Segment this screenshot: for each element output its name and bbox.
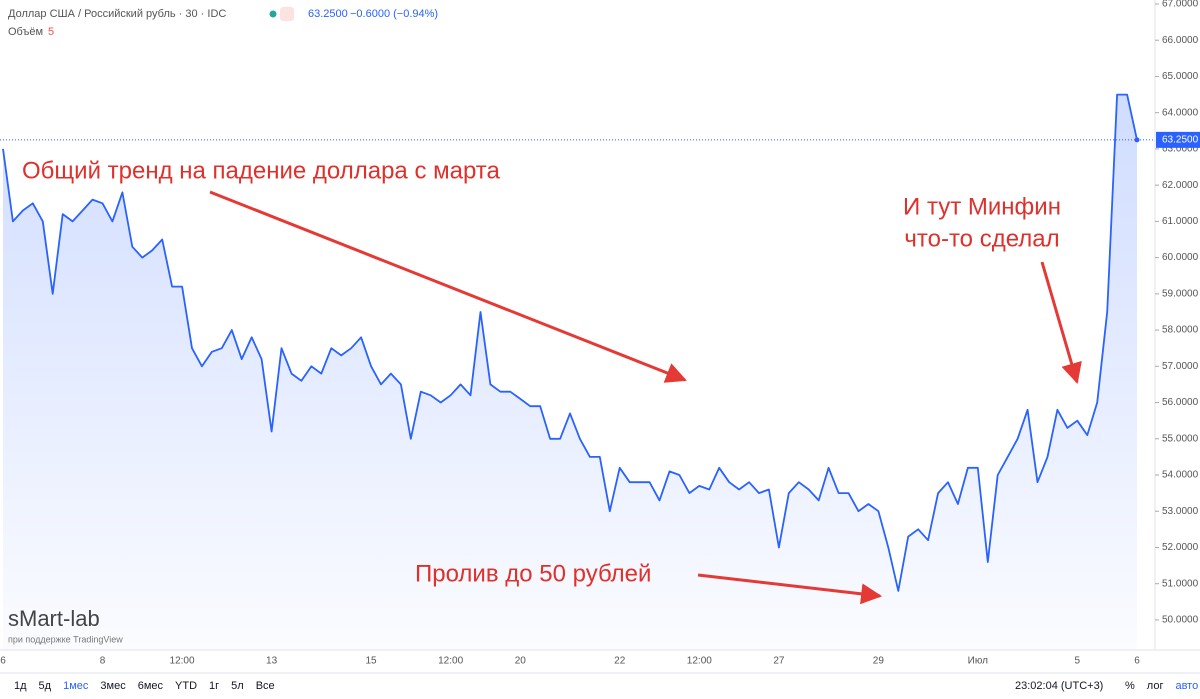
volume-label: Объём [8, 26, 43, 38]
x-tick-label: 27 [773, 656, 785, 667]
y-tick-label: 54.0000 [1162, 470, 1199, 481]
watermark: sMart-lab [8, 606, 100, 631]
area [3, 94, 1137, 651]
symbol-title: Доллар США / Российский рубль · 30 · IDC [8, 8, 226, 20]
x-tick-label: 5 [1075, 656, 1081, 667]
range-button[interactable]: 1г [209, 680, 219, 692]
x-tick-label: Июл [968, 656, 988, 667]
y-tick-label: 64.0000 [1162, 107, 1199, 118]
x-tick-label: 12:00 [687, 656, 712, 667]
arrow [697, 573, 883, 605]
badge [280, 7, 294, 21]
y-tick-label: 52.0000 [1162, 542, 1199, 553]
x-tick-label: 20 [515, 656, 527, 667]
annotation: Общий тренд на падение доллара с марта [22, 157, 500, 184]
x-tick-label: 29 [873, 656, 885, 667]
volume-value: 5 [48, 26, 54, 38]
option-button[interactable]: авто [1175, 680, 1198, 692]
x-tick-label: 8 [100, 656, 106, 667]
y-tick-label: 53.0000 [1162, 506, 1199, 517]
y-tick-label: 50.0000 [1162, 615, 1199, 626]
y-tick-label: 59.0000 [1162, 288, 1199, 299]
annotation: что-то сделал [904, 225, 1059, 252]
change: −0.6000 (−0.94%) [350, 8, 438, 20]
price-tag-label: 63.2500 [1162, 134, 1199, 145]
x-tick-label: 22 [614, 656, 626, 667]
line [2, 93, 1138, 592]
arrow [209, 190, 687, 383]
y-tick-label: 61.0000 [1162, 216, 1199, 227]
watermark-sub: при поддержке TradingView [8, 634, 123, 644]
x-tick-label: 12:00 [438, 656, 463, 667]
status-dot [269, 10, 277, 18]
x-tick-label: 13 [266, 656, 278, 667]
x-tick-label: 12:00 [170, 656, 195, 667]
range-button[interactable]: YTD [175, 680, 197, 692]
y-tick-label: 51.0000 [1162, 578, 1199, 589]
annotation: И тут Минфин [903, 193, 1061, 220]
range-button[interactable]: 3мес [100, 680, 126, 692]
y-tick-label: 67.0000 [1162, 0, 1199, 10]
last-point [1134, 137, 1140, 143]
y-tick-label: 56.0000 [1162, 397, 1199, 408]
x-tick-label: 6 [1134, 656, 1140, 667]
option-button[interactable]: % [1125, 680, 1135, 692]
range-button[interactable]: 5л [231, 680, 244, 692]
clock: 23:02:04 (UTC+3) [1015, 680, 1103, 692]
plot [0, 93, 1155, 651]
y-tick-label: 58.0000 [1162, 325, 1199, 336]
option-button[interactable]: лог [1147, 680, 1164, 692]
y-tick-label: 57.0000 [1162, 361, 1199, 372]
price: 63.2500 [308, 8, 348, 20]
annotation: Пролив до 50 рублей [415, 560, 651, 587]
range-button[interactable]: 1д [14, 680, 27, 692]
range-button[interactable]: 6мес [138, 680, 164, 692]
y-tick-label: 66.0000 [1162, 35, 1199, 46]
range-button[interactable]: Все [256, 680, 275, 692]
x-tick-label: 15 [365, 656, 377, 667]
y-tick-label: 60.0000 [1162, 252, 1199, 263]
arrow [1040, 261, 1082, 385]
toolbar: 1д 5д 1мес 3мес 6мес YTD 1г 5л Все% лог авто [14, 680, 1198, 692]
x-tick-label: 6 [0, 656, 6, 667]
price-tag [1156, 131, 1200, 148]
y-tick-label: 62.0000 [1162, 180, 1199, 191]
y-tick-label: 63.0000 [1162, 144, 1199, 155]
range-button[interactable]: 5д [39, 680, 52, 692]
y-tick-label: 65.0000 [1162, 71, 1199, 82]
y-tick-label: 55.0000 [1162, 433, 1199, 444]
range-button[interactable]: 1мес [63, 680, 89, 692]
